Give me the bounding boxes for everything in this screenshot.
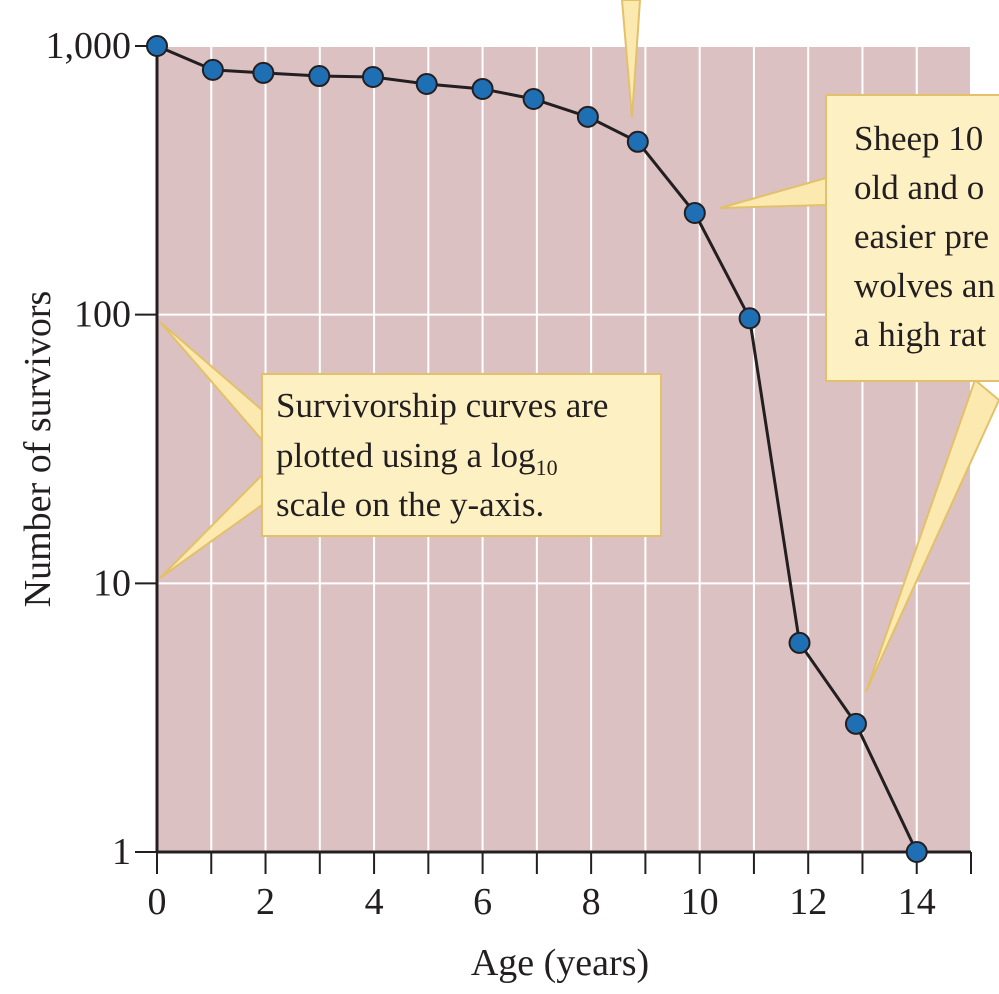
annotation-text: Survivorship curves are — [276, 386, 608, 425]
x-tick-label: 6 — [473, 881, 492, 923]
point — [683, 202, 706, 225]
y-axis-label: Number of survivors — [17, 291, 59, 608]
point — [576, 105, 599, 128]
point — [905, 841, 928, 863]
y-tick-label: 100 — [74, 294, 131, 336]
point — [146, 35, 168, 57]
annotation-text: wolves an — [854, 266, 995, 305]
point — [471, 77, 494, 100]
x-tick-label: 0 — [148, 881, 167, 923]
x-tick-label: 10 — [681, 881, 719, 923]
y-tick-label: 1,000 — [46, 25, 132, 67]
point — [522, 87, 545, 110]
pointer — [865, 378, 999, 693]
annotation-text: Sheep 10 — [854, 119, 983, 158]
point — [201, 58, 224, 81]
annotation-box — [825, 94, 999, 382]
annotation-text: a high rat — [854, 315, 986, 354]
annotation: Sheep 10 old and o easier pre wolves an a hi… — [620, 0, 999, 693]
x-tick-label: 8 — [582, 881, 601, 923]
x-tick-label: 4 — [365, 881, 384, 923]
annotation-text: scale on the y-axis. — [276, 485, 544, 524]
point — [844, 712, 867, 735]
marks — [146, 35, 928, 863]
pointer — [620, 0, 642, 119]
x-tick-label: 12 — [789, 881, 827, 923]
point — [788, 631, 811, 654]
point — [738, 307, 761, 330]
annotation-text: plotted using a log10 — [276, 436, 558, 480]
annotation: Survivorship curves are plotted using a … — [159, 321, 662, 579]
y-tick-label: 1 — [112, 831, 131, 873]
point — [626, 130, 649, 153]
point — [252, 61, 275, 84]
y-tick-label: 10 — [93, 562, 131, 604]
annotation-text: old and o — [854, 168, 984, 207]
annotation-text: plotted using a log — [276, 436, 536, 475]
annotation-box — [261, 373, 662, 537]
point — [361, 65, 384, 88]
annotation-text: easier pre — [854, 217, 989, 256]
x-axis-label: Age (years) — [471, 942, 649, 984]
x-tick-label: 14 — [898, 881, 936, 923]
annotation-subscript: 10 — [536, 455, 558, 480]
point — [308, 65, 331, 88]
point — [415, 73, 438, 96]
x-tick-label: 2 — [256, 881, 275, 923]
